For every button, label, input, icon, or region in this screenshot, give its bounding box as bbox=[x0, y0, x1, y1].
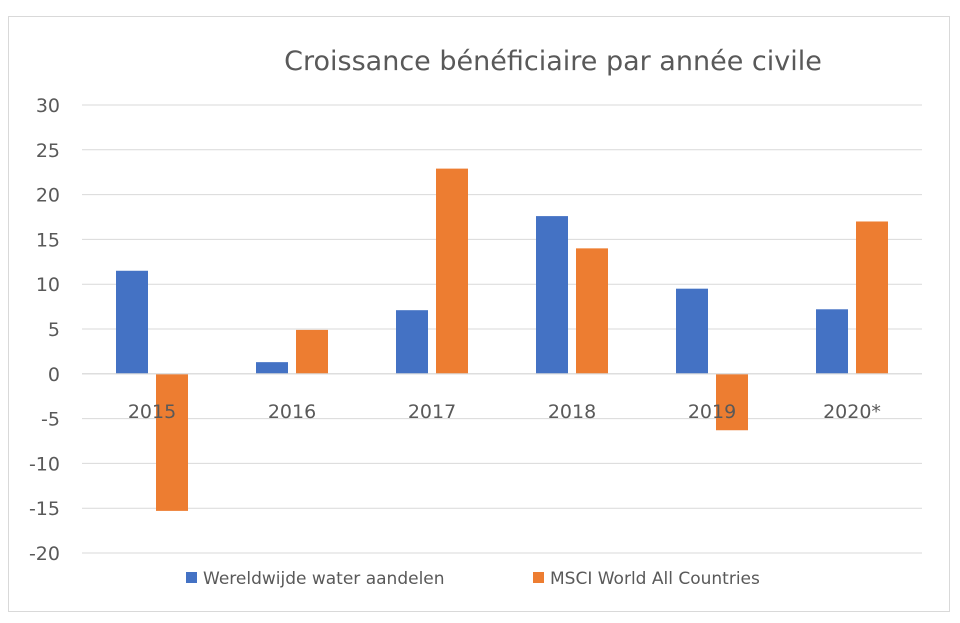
y-axis-tick-labels: 30 25 20 15 10 5 0 -5 -10 -15 -20 bbox=[29, 95, 60, 565]
legend: Wereldwijde water aandelen MSCI World All… bbox=[186, 569, 760, 589]
bar-msci-2018 bbox=[576, 248, 608, 374]
chart-frame bbox=[8, 16, 950, 612]
bar-water-2016 bbox=[256, 362, 288, 374]
y-tick-label: 5 bbox=[48, 319, 60, 341]
gridlines bbox=[82, 104, 922, 554]
y-tick-label: -10 bbox=[29, 453, 60, 475]
category-label: 2017 bbox=[408, 401, 456, 423]
y-tick-label: 15 bbox=[36, 229, 60, 251]
legend-label: MSCI World All Countries bbox=[550, 569, 760, 589]
bar-water-2015 bbox=[116, 270, 148, 374]
y-tick-label: -5 bbox=[41, 409, 60, 431]
legend-label: Wereldwijde water aandelen bbox=[203, 569, 445, 589]
category-label: 2020* bbox=[823, 401, 881, 423]
y-tick-label: -15 bbox=[29, 498, 60, 520]
bars bbox=[116, 168, 888, 511]
bar-water-2020 bbox=[816, 309, 848, 374]
bar-water-2018 bbox=[536, 216, 568, 374]
y-tick-label: 30 bbox=[36, 95, 60, 117]
bar-msci-2016 bbox=[296, 329, 328, 374]
y-tick-label: 20 bbox=[36, 185, 60, 207]
category-label: 2016 bbox=[268, 401, 316, 423]
bar-msci-2020 bbox=[856, 221, 888, 374]
y-tick-label: 10 bbox=[36, 274, 60, 296]
category-label: 2018 bbox=[548, 401, 596, 423]
chart-title: Croissance bénéficiaire par année civile bbox=[284, 46, 822, 77]
category-label: 2015 bbox=[128, 401, 176, 423]
bar-msci-2019 bbox=[716, 373, 748, 431]
y-tick-label: 25 bbox=[36, 140, 60, 162]
bar-water-2019 bbox=[676, 288, 708, 374]
bar-water-2017 bbox=[396, 310, 428, 374]
y-tick-label: -20 bbox=[29, 543, 60, 565]
y-tick-label: 0 bbox=[48, 364, 60, 386]
category-label: 2019 bbox=[688, 401, 736, 423]
legend-swatch bbox=[533, 572, 544, 583]
category-labels: 2015 2016 2017 2018 2019 2020* bbox=[128, 401, 881, 423]
bar-msci-2015 bbox=[156, 373, 188, 511]
legend-swatch bbox=[186, 572, 197, 583]
bar-msci-2017 bbox=[436, 168, 468, 374]
